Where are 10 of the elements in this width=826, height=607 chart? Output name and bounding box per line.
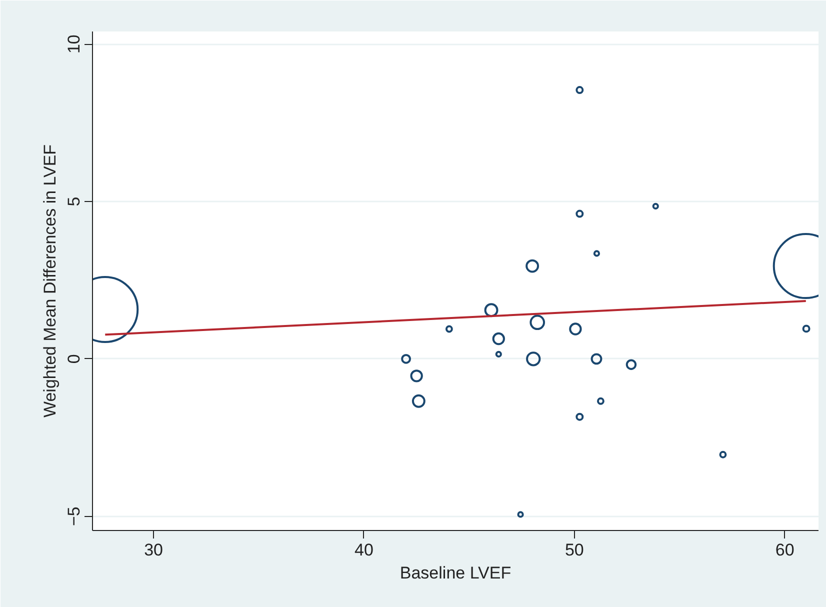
x-tick-label: 30 bbox=[144, 540, 163, 560]
x-axis-title: Baseline LVEF bbox=[400, 564, 512, 582]
x-tick-label: 60 bbox=[775, 540, 794, 560]
y-tick-label: 5 bbox=[64, 196, 84, 206]
y-tick-label: −5 bbox=[64, 506, 84, 526]
y-axis-title: Weighted Mean Differences in LVEF bbox=[40, 144, 60, 418]
x-tick-label: 40 bbox=[354, 540, 374, 560]
x-tick-label: 50 bbox=[564, 540, 584, 560]
y-tick-label: 0 bbox=[64, 354, 84, 364]
y-tick-label: 10 bbox=[64, 34, 84, 54]
